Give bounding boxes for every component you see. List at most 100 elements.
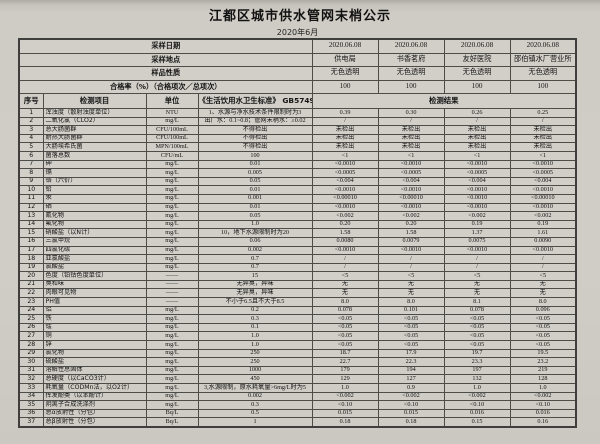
table-row: 34 挥发酚类（以苯酚计） mg/L 0.002 <0.002 <0.002 <… xyxy=(18,391,577,402)
result-cell-site4: <0.0010 xyxy=(509,245,577,256)
result-cell-site1: 0.20 xyxy=(311,219,379,230)
info-value-site2: 书香茗府 xyxy=(377,52,445,67)
result-cell-site2: 无 xyxy=(377,279,445,290)
result-cell-site1: <0.05 xyxy=(311,331,379,342)
table-row: 11 汞 mg/L 0.001 <0.00010 <0.00010 <0.001… xyxy=(18,193,577,204)
item-name-cell: 四氯化碳 xyxy=(42,245,147,256)
table-row: 16 三氯甲烷 mg/L 0.06 0.0080 0.0079 0.0075 0… xyxy=(18,236,577,247)
row-index-cell: 30 xyxy=(18,357,44,367)
result-cell-site4: / xyxy=(509,254,577,264)
limit-cell: 出厂水：0.1~0.8；管网末梢水：≥0.02 xyxy=(197,116,313,127)
item-name-cell: 耐热大肠菌群 xyxy=(42,133,147,144)
result-cell-site4: <0.00010 xyxy=(509,193,577,204)
limit-cell: 1 xyxy=(197,417,313,428)
result-cell-site4: <5 xyxy=(509,271,577,281)
result-cell-site2: 22.3 xyxy=(377,357,445,367)
table-row: 4 耐热大肠菌群 CFU/100mL 不得检出 未检出 未检出 未检出 未检出 xyxy=(18,133,577,144)
limit-cell: 1、水源与净水技术条件限制时为3 xyxy=(197,108,313,118)
info-row: 采样地点 供电局 书香茗府 友好医院 邵伯镇水厂营业所 xyxy=(18,52,577,67)
result-cell-site4: <0.0010 xyxy=(509,185,577,195)
limit-cell: 1.0 xyxy=(197,331,313,342)
item-name-cell: 亚氯酸盐 xyxy=(42,254,147,264)
result-cell-site4: 0.16 xyxy=(509,417,577,428)
info-value-site3: 友好医院 xyxy=(443,52,511,67)
result-cell-site2: 0.0079 xyxy=(377,236,445,247)
row-index-cell: 36 xyxy=(18,408,44,419)
limit-cell: 0.002 xyxy=(197,391,313,402)
page-subtitle: 2020年6月 xyxy=(276,28,319,37)
result-cell-site2: 17.9 xyxy=(377,348,445,359)
result-cell-site1: 0.39 xyxy=(311,108,379,118)
result-cell-site1: / xyxy=(311,254,379,264)
unit-cell: —— xyxy=(145,288,199,299)
result-cell-site3: 1.0 xyxy=(443,383,511,393)
unit-cell: mg/L xyxy=(145,254,199,264)
result-cell-site4: 219 xyxy=(509,365,577,376)
info-value-site3: 100 xyxy=(443,79,511,94)
limit-cell: 0.06 xyxy=(197,236,313,247)
table-row: 14 氟化物 mg/L 1.0 0.20 0.20 0.19 0.19 xyxy=(18,219,577,230)
result-cell-site1: / xyxy=(311,116,379,127)
unit-cell: CFU/mL xyxy=(145,150,199,161)
item-name-cell: 阴离子合成洗涤剂 xyxy=(42,400,147,410)
item-name-cell: 砷 xyxy=(42,159,147,170)
result-cell-site4: / xyxy=(509,116,577,127)
item-name-cell: 臭和味 xyxy=(42,279,147,290)
unit-cell: mg/L xyxy=(145,219,199,230)
row-index-cell: 3 xyxy=(18,125,44,135)
limit-cell: 0.01 xyxy=(197,202,313,213)
item-name-cell: 总大肠菌群 xyxy=(42,125,147,135)
info-row: 样品性质 无色透明 无色透明 无色透明 无色透明 xyxy=(18,66,577,81)
result-cell-site2: <0.05 xyxy=(377,314,445,324)
result-cell-site2: <0.002 xyxy=(377,211,445,221)
result-cell-site4: <0.05 xyxy=(509,340,577,350)
unit-cell: mg/L xyxy=(145,202,199,213)
result-cell-site2: 0.20 xyxy=(377,219,445,230)
table-row: 1 浑浊度（散射浊度单位） NTU 1、水源与净水技术条件限制时为3 0.39 … xyxy=(18,108,577,118)
table-row: 2 二氧化氯（CLO2） mg/L 出厂水：0.1~0.8；管网末梢水：≥0.0… xyxy=(18,116,577,127)
result-cell-site3: 0.078 xyxy=(443,305,511,316)
limit-cell: 不得检出 xyxy=(197,142,313,152)
result-cell-site4: <0.05 xyxy=(509,314,577,324)
result-cell-site2: 未检出 xyxy=(377,125,445,135)
item-name-cell: 镉 xyxy=(42,168,147,178)
table-row: 33 耗氧量（CODMn法，以O2计） mg/L 3,水源限制，原水耗氧量>6m… xyxy=(18,383,577,393)
result-cell-site3: 无 xyxy=(443,279,511,290)
result-cell-site1: 8.0 xyxy=(311,297,379,307)
limit-cell: 0.1 xyxy=(197,322,313,333)
info-value-site2: 无色透明 xyxy=(377,66,445,81)
table-row: 31 溶解性总固体 mg/L 1000 179 194 197 219 xyxy=(18,365,577,376)
info-value-site4: 100 xyxy=(509,79,577,94)
result-cell-site1: 18.7 xyxy=(311,348,379,359)
info-value-site3: 无色透明 xyxy=(443,66,511,81)
row-index-cell: 34 xyxy=(18,391,44,402)
header-section: 序号 检测项目 单位 《生活饮用水卫生标准》 GB5749 检测结果 xyxy=(18,93,577,109)
unit-cell: —— xyxy=(145,271,199,281)
result-cell-site3: <0.0010 xyxy=(443,193,511,204)
result-cell-site3: <0.0010 xyxy=(443,245,511,256)
item-name-cell: 硫酸盐 xyxy=(42,357,147,367)
result-cell-site1: 0.015 xyxy=(311,408,379,419)
table-header-row: 序号 检测项目 单位 《生活饮用水卫生标准》 GB5749 检测结果 xyxy=(18,93,577,109)
result-cell-site2: <0.0010 xyxy=(377,185,445,195)
limit-cell: 250 xyxy=(197,357,313,367)
result-cell-site2: / xyxy=(377,262,445,273)
result-cell-site2: <0.00010 xyxy=(377,193,445,204)
item-name-cell: PH值 xyxy=(42,297,147,307)
table-row: 10 铅 mg/L 0.01 <0.0010 <0.0010 <0.0010 <… xyxy=(18,185,577,195)
unit-cell: mg/L xyxy=(145,374,199,384)
info-value-site3: 2020.06.08 xyxy=(443,38,511,54)
limit-cell: 0.05 xyxy=(197,211,313,221)
limit-cell: 不得检出 xyxy=(197,125,313,135)
item-name-cell: 肉眼可见物 xyxy=(42,288,147,299)
unit-cell: mg/L xyxy=(145,365,199,376)
result-cell-site4: 0.016 xyxy=(509,408,577,419)
info-value-site2: 2020.06.08 xyxy=(377,38,445,54)
result-cell-site3: <1 xyxy=(443,150,511,161)
result-cell-site1: <0.00010 xyxy=(311,193,379,204)
item-name-cell: 铬（六价） xyxy=(42,176,147,187)
unit-cell: mg/L xyxy=(145,314,199,324)
limit-cell: 0.7 xyxy=(197,254,313,264)
item-name-cell: 锌 xyxy=(42,340,147,350)
result-cell-site2: / xyxy=(377,116,445,127)
